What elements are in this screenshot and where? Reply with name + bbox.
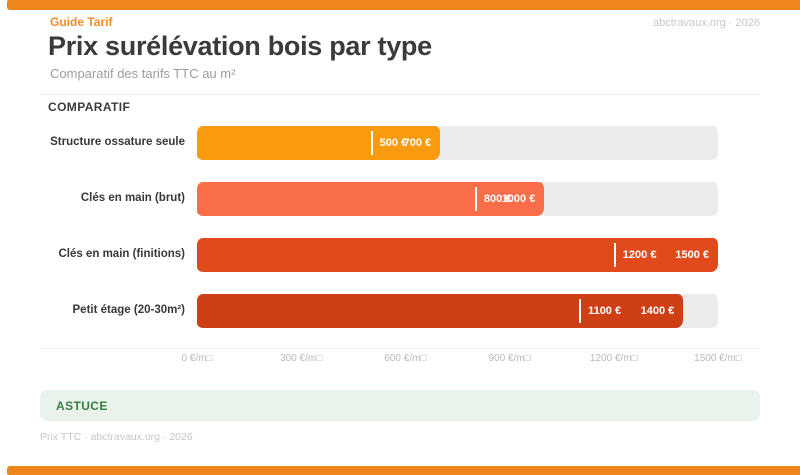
kicker-label: Guide Tarif (50, 15, 113, 29)
top-accent-bar (7, 0, 800, 10)
bar-track: 800 €1000 € (197, 182, 718, 216)
bar-fill (197, 182, 545, 216)
min-price-label: 1200 € (622, 249, 657, 261)
section-divider (40, 94, 760, 95)
page-subtitle: Comparatif des tarifs TTC au m² (50, 66, 236, 81)
max-price-label: 1000 € (501, 193, 536, 205)
axis-tick-label: 1500 €/m□ (694, 353, 742, 364)
bar-fill (197, 126, 441, 160)
tip-banner: ASTUCE (40, 390, 760, 421)
max-price-label: 1400 € (640, 305, 675, 317)
bar-fill (197, 238, 718, 272)
chart-row: Clés en main (brut) 800 €1000 € (40, 171, 760, 227)
footer-note: Prix TTC · abctravaux.org · 2026 (40, 431, 193, 443)
x-axis-line (40, 348, 760, 349)
bar-category-label: Structure ossature seule (50, 136, 185, 149)
bar-fill (197, 294, 684, 328)
bar-category-label: Clés en main (finitions) (58, 248, 185, 261)
bar-track: 1100 € 1400 € (197, 294, 718, 328)
axis-tick-label: 300 €/m□ (280, 353, 323, 364)
section-label: COMPARATIF (48, 100, 131, 114)
bar-chart: Structure ossature seule 500 €700 € Clés e… (40, 115, 760, 339)
bar-track: 500 €700 € (197, 126, 718, 160)
chart-row: Structure ossature seule 500 €700 € (40, 115, 760, 171)
page-title: Prix surélévation bois par type (48, 31, 432, 61)
axis-tick-label: 600 €/m□ (384, 353, 427, 364)
min-price-tick (579, 299, 582, 323)
bottom-accent-bar (7, 466, 800, 475)
axis-tick-label: 0 €/m□ (181, 353, 213, 364)
min-price-label: 1100 € (588, 305, 622, 317)
max-price-label: 700 € (403, 137, 432, 149)
min-price-tick (613, 243, 616, 267)
x-axis-tick-labels: 0 €/m□ 300 €/m□ 600 €/m□ 900 €/m□ 1200 €/m□ 1… (181, 353, 741, 367)
tip-label: ASTUCE (56, 399, 108, 413)
min-price-tick (474, 187, 477, 211)
min-price-label: 500 € (379, 137, 408, 149)
axis-tick-label: 900 €/m□ (488, 353, 531, 364)
bar-category-label: Petit étage (20-30m²) (72, 304, 185, 317)
header-meta-source: abctravaux.org · 2026 (652, 17, 760, 29)
axis-tick-label: 1200 €/m□ (589, 353, 638, 364)
min-price-tick (370, 131, 373, 155)
bar-category-label: Clés en main (brut) (80, 192, 185, 205)
chart-row: Clés en main (finitions) 1200 € 1500 € (40, 227, 760, 283)
bar-track: 1200 € 1500 € (197, 238, 718, 272)
chart-row: Petit étage (20-30m²) 1100 € 1400 € (40, 283, 760, 339)
min-price-label: 800 € (483, 193, 512, 205)
max-price-label: 1500 € (675, 249, 709, 261)
